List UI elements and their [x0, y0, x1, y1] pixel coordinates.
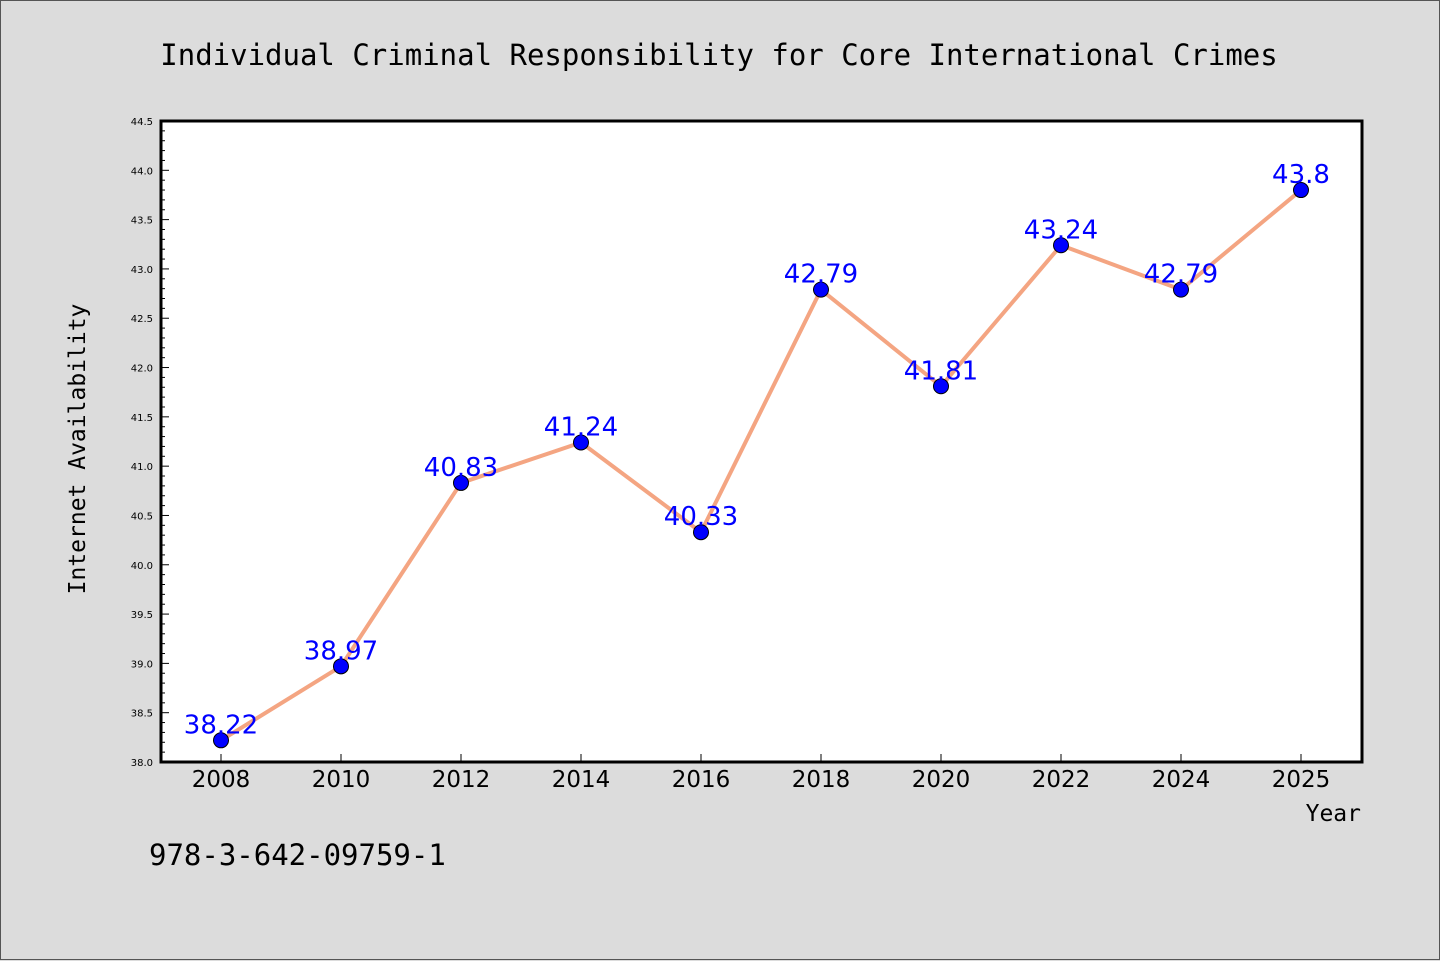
x-axis: 2008 2010 2012 2014 2016 2018 2020 2022 2024 2025: [192, 754, 1331, 793]
plot-area: [159, 119, 1364, 764]
x-tick-label: 2012: [432, 767, 491, 793]
data-point: [933, 378, 949, 395]
data-point: [1173, 281, 1189, 298]
y-tick-label: 41.5: [131, 413, 153, 424]
y-tick-label: 38.0: [131, 758, 153, 769]
y-tick-label: 43.5: [131, 216, 153, 227]
data-label: 42.79: [784, 260, 858, 290]
y-tick-label: 38.5: [131, 709, 153, 720]
data-label: 41.24: [544, 412, 618, 442]
y-tick-label: 40.0: [131, 561, 153, 572]
data-point: [573, 434, 589, 451]
x-tick-label: 2010: [312, 767, 371, 793]
data-point: [333, 658, 349, 675]
data-label: 38.97: [304, 636, 378, 666]
data-point: [1293, 182, 1309, 199]
data-point: [1053, 237, 1069, 254]
data-label: 40.83: [424, 453, 498, 483]
data-label: 43.24: [1024, 215, 1098, 245]
x-tick-label: 2024: [1152, 767, 1211, 793]
y-tick-label: 44.5: [131, 117, 153, 128]
data-label: 42.79: [1144, 260, 1218, 290]
data-point: [453, 474, 469, 491]
series-layer: [213, 182, 1309, 749]
data-point: [213, 732, 229, 749]
data-label: 38.22: [184, 710, 258, 740]
data-label: 43.8: [1272, 160, 1330, 190]
y-tick-label: 41.0: [131, 462, 153, 473]
x-tick-label: 2016: [672, 767, 731, 793]
isbn-footer: 978-3-642-09759-1: [149, 838, 446, 872]
y-tick-label: 43.0: [131, 265, 153, 276]
x-tick-label: 2014: [552, 767, 611, 793]
x-tick-label: 2018: [792, 767, 851, 793]
y-tick-label: 42.0: [131, 364, 153, 375]
data-labels: 38.22 38.97 40.83 41.24 40.33 42.79 41.81 43.24…: [184, 160, 1330, 740]
data-label: 41.81: [904, 356, 978, 386]
y-tick-label: 39.5: [131, 610, 153, 621]
data-label: 40.33: [664, 502, 738, 532]
y-axis: 38.0 38.5 39.0 39.5 40.0 40.5 41.0 41.5 42.0 42.5…: [131, 117, 169, 769]
y-tick-label: 44.0: [131, 166, 153, 177]
x-tick-label: 2008: [192, 767, 251, 793]
y-tick-label: 42.5: [131, 314, 153, 325]
x-tick-label: 2025: [1272, 767, 1331, 793]
y-axis-title: Internet Availability: [65, 304, 91, 595]
x-tick-label: 2020: [912, 767, 971, 793]
x-axis-title: Year: [1306, 801, 1361, 827]
data-point: [693, 524, 709, 541]
data-point: [813, 281, 829, 298]
series-line: [219, 188, 1303, 743]
x-tick-label: 2022: [1032, 767, 1091, 793]
y-tick-label: 39.0: [131, 659, 153, 670]
y-tick-label: 40.5: [131, 511, 153, 522]
chart-title: Individual Criminal Responsibility for C…: [160, 38, 1277, 72]
